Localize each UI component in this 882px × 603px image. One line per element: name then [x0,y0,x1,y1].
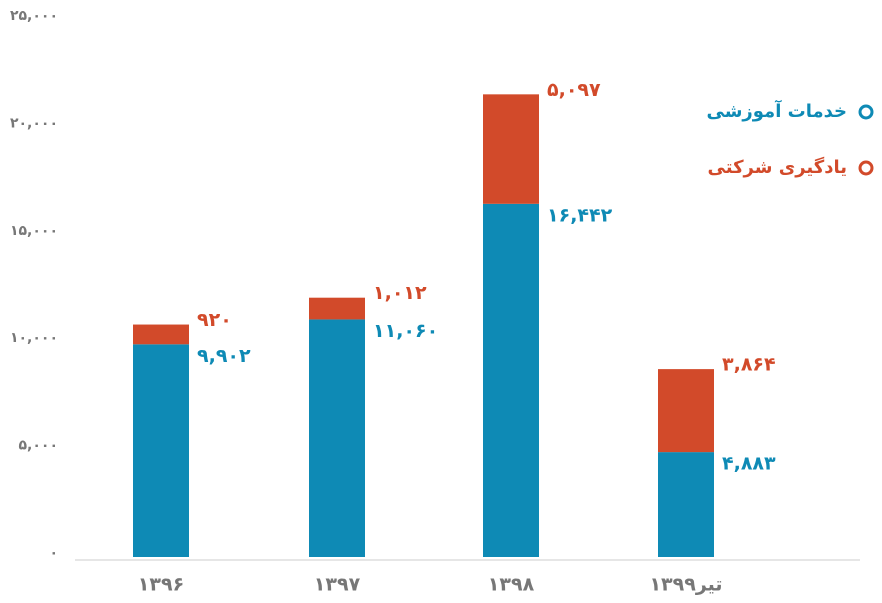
bar-segment [483,203,539,557]
x-tick-label: ۱۳۹۶ [138,574,184,596]
y-tick-label: ۰ [49,545,58,561]
legend-marker [858,160,874,176]
legend-label: خدمات آموزشی [706,99,847,122]
x-tick-label: ۱۳۹۷ [314,574,361,596]
legend-marker [858,104,874,120]
bar-segment [658,452,714,557]
value-label: ۴,۸۸۳ [722,453,776,475]
value-label: ۳,۸۶۴ [722,354,776,376]
x-tick-label: ۱۳۹۸ [488,574,535,596]
value-label: ۱۶,۴۴۲ [547,204,613,226]
y-tick-label: ۲۰,۰۰۰ [10,115,58,131]
value-label: ۱۱,۰۶۰ [373,320,438,342]
y-tick-label: ۱۵,۰۰۰ [10,223,58,239]
y-tick-label: ۲۵,۰۰۰ [10,8,58,24]
value-label: ۱,۰۱۲ [373,282,427,304]
y-tick-label: ۵,۰۰۰ [19,438,59,454]
y-tick-label: ۱۰,۰۰۰ [10,330,58,346]
bar-segment [133,344,189,557]
bar-segment [133,324,189,345]
bar-segment [658,369,714,453]
x-tick-label: تیر۱۳۹۹ [649,574,722,596]
value-label: ۵,۰۹۷ [547,79,601,101]
legend-label: یادگیری شرکتی [708,156,847,178]
bar-segment [309,319,365,557]
bar-segment [309,297,365,320]
value-label: ۹,۹۰۲ [197,345,251,367]
bar-segment [483,94,539,204]
value-label: ۹۲۰ [197,309,232,331]
